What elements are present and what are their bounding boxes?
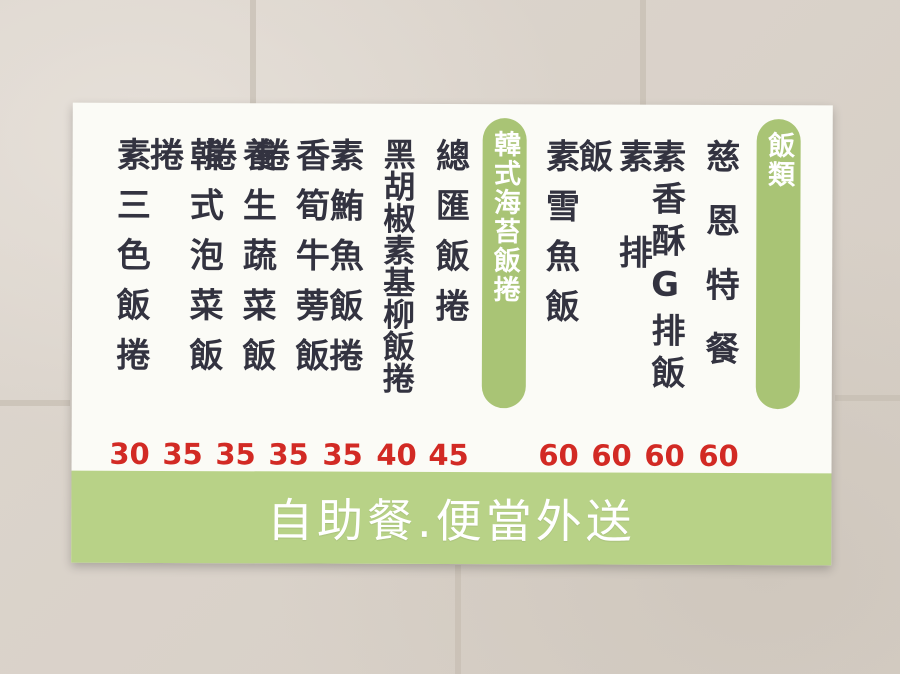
menu-item-name: 素香酥G排飯 xyxy=(644,138,686,397)
menu-item-price: 45 xyxy=(428,437,469,473)
tile-grout xyxy=(0,400,70,406)
menu-item-name: 香筍牛蒡飯捲 xyxy=(249,137,330,388)
menu-item-price: 30 xyxy=(109,436,150,471)
tile-grout xyxy=(250,0,256,105)
menu-item-name: 素鮪魚飯捲 xyxy=(322,137,364,388)
menu-item: 黑胡椒素基柳飯捲 40 xyxy=(376,137,418,472)
menu-item: 素香酥G排飯 60 xyxy=(644,138,686,473)
tile-grout xyxy=(835,395,900,401)
menu-item-price: 35 xyxy=(162,436,203,472)
menu-item-price: 60 xyxy=(538,438,579,473)
menu-card: 素三色飯捲 30 韓式泡菜飯捲 35 養生蔬菜飯捲 35 香筍牛蒡飯捲 35 素… xyxy=(71,102,833,566)
service-banner: 自助餐.便當外送 xyxy=(71,470,832,566)
menu-item-name: 黑胡椒素基柳飯捲 xyxy=(377,137,417,394)
menu-item: 素鮪魚飯捲 35 xyxy=(322,137,364,472)
menu-item-price: 35 xyxy=(268,437,309,472)
section-tag-korean-seaweed-roll: 韓式海苔飯捲 xyxy=(481,118,527,409)
section-tag-label: 韓式海苔飯捲 xyxy=(488,130,521,305)
section-tag-label: 飯類 xyxy=(763,131,795,190)
menu-item-price: 60 xyxy=(591,438,632,473)
menu-item-price: 35 xyxy=(322,437,363,472)
menu-item: 總匯飯捲 45 xyxy=(428,137,470,472)
menu-item-name: 慈恩特餐 xyxy=(698,138,740,396)
section-tag-rice: 飯類 xyxy=(755,119,801,410)
menu-item-price: 35 xyxy=(215,437,256,472)
menu-item: 慈恩特餐 60 xyxy=(698,138,740,473)
tile-grout xyxy=(640,0,646,105)
menu-item: 素排飯 60 xyxy=(572,138,652,472)
menu-item-price: 60 xyxy=(644,438,685,473)
menu-item-name: 素排飯 xyxy=(572,138,653,331)
menu-item-price: 60 xyxy=(698,438,739,474)
menu-item-name: 總匯飯捲 xyxy=(428,137,470,339)
tile-grout xyxy=(455,565,461,674)
banner-text: 自助餐.便當外送 xyxy=(266,493,636,549)
menu-item: 香筍牛蒡飯捲 35 xyxy=(250,137,330,471)
